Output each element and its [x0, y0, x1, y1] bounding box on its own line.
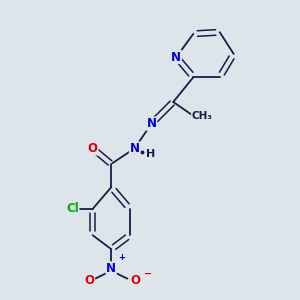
- Text: O: O: [130, 274, 140, 287]
- Text: H: H: [146, 149, 155, 159]
- Text: N: N: [146, 117, 157, 130]
- Text: CH₃: CH₃: [192, 111, 213, 121]
- Text: N: N: [171, 50, 181, 64]
- Text: N: N: [106, 262, 116, 275]
- Text: −: −: [144, 268, 152, 278]
- Text: Cl: Cl: [66, 202, 79, 215]
- Text: +: +: [118, 253, 125, 262]
- Text: O: O: [85, 274, 94, 287]
- Text: O: O: [88, 142, 98, 155]
- Text: N: N: [130, 142, 140, 155]
